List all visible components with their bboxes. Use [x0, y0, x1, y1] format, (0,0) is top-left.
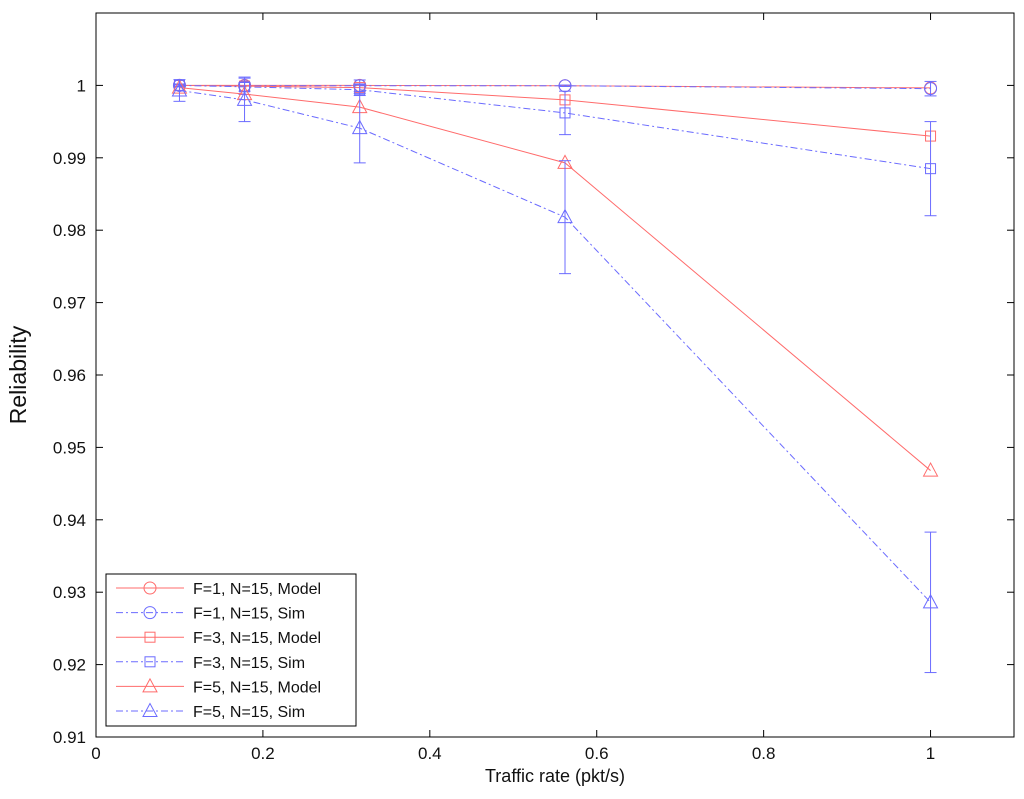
plot-area [171, 76, 939, 674]
legend-entry: F=1, N=15, Sim [193, 606, 305, 623]
data-point [922, 462, 939, 477]
legend-marker [142, 677, 158, 693]
data-point [236, 91, 253, 106]
legend-entry: F=5, N=15, Model [193, 679, 321, 696]
x-tick-label: 0 [91, 744, 100, 763]
y-axis-label: Reliability [5, 325, 31, 424]
y-tick-label: 0.95 [53, 438, 86, 457]
y-tick-label: 0.91 [53, 728, 86, 747]
data-point [351, 119, 368, 135]
x-tick-label: 0.2 [251, 744, 275, 763]
legend-entry: F=3, N=15, Model [193, 630, 321, 647]
data-point [924, 82, 938, 96]
legend-marker [142, 702, 158, 717]
data-point [922, 593, 939, 609]
legend-marker [143, 606, 157, 620]
data-point [171, 81, 188, 97]
legend-marker [143, 581, 157, 595]
y-tick-label: 0.94 [53, 511, 86, 530]
y-tick-label: 0.99 [53, 149, 86, 168]
legend-marker [144, 631, 156, 643]
data-point [559, 107, 571, 119]
x-tick-label: 0.6 [585, 744, 609, 763]
data-point [925, 163, 937, 175]
legend-entry: F=3, N=15, Sim [193, 655, 305, 672]
legend-entry: F=1, N=15, Model [193, 581, 321, 598]
series-f-5-n-15-sim [171, 77, 939, 674]
y-tick-label: 0.92 [53, 656, 86, 675]
y-tick-label: 1 [77, 76, 86, 95]
y-tick-label: 0.97 [53, 294, 86, 313]
y-tick-label: 0.93 [53, 583, 86, 602]
legend-entry: F=5, N=15, Sim [193, 704, 305, 721]
y-tick-label: 0.96 [53, 366, 86, 385]
x-tick-label: 0.4 [418, 744, 442, 763]
data-point [557, 208, 573, 224]
y-tick-label: 0.98 [53, 221, 86, 240]
legend-marker [144, 656, 156, 668]
x-tick-label: 1 [926, 744, 935, 763]
x-tick-label: 0.8 [752, 744, 776, 763]
legend: F=1, N=15, Model F=1, N=15, Sim F=3, N=15,… [105, 573, 357, 727]
x-axis-label: Traffic rate (pkt/s) [485, 766, 625, 786]
axes: 0 0.2 0.4 0.6 0.8 1 0.91 0.92 0.93 0.94 0.95 0.96 0.… [53, 13, 1014, 763]
legend-box [105, 573, 357, 727]
